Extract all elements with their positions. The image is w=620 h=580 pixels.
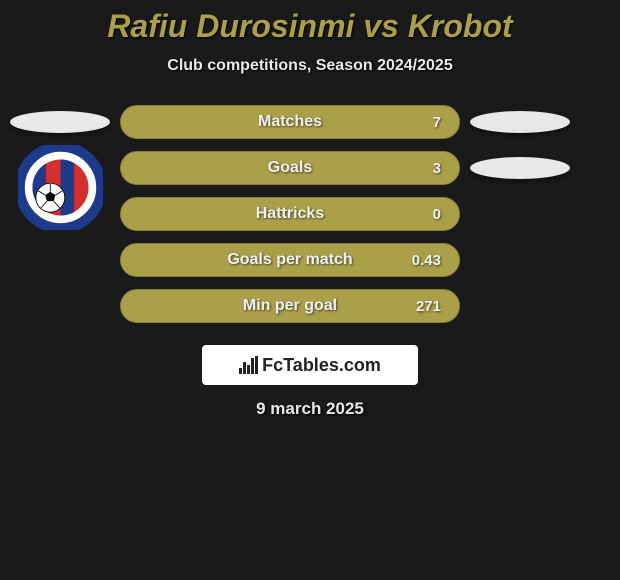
date-text: 9 march 2025 — [0, 399, 620, 419]
brand-text: FcTables.com — [262, 355, 381, 376]
right-side-2 — [460, 197, 580, 231]
stat-bar-goals-per-match: Goals per match 0.43 — [120, 243, 460, 277]
stat-row-goals: PLZEŇ FC VIKTORIA — [0, 151, 620, 185]
left-side-1: PLZEŇ FC VIKTORIA — [0, 151, 120, 185]
stat-bar-hattricks: Hattricks 0 — [120, 197, 460, 231]
left-side-4 — [0, 289, 120, 323]
stat-row-min-per-goal: Min per goal 271 — [0, 289, 620, 323]
player-right-placeholder-icon — [470, 111, 570, 133]
right-side-3 — [460, 243, 580, 277]
stat-value: 271 — [416, 298, 441, 315]
stat-label: Hattricks — [256, 205, 324, 223]
right-side-1 — [460, 151, 580, 185]
club-right-placeholder-icon — [470, 157, 570, 179]
stat-value: 0 — [433, 206, 441, 223]
player-left-placeholder-icon — [10, 111, 110, 133]
stat-row-hattricks: Hattricks 0 — [0, 197, 620, 231]
stat-value: 3 — [433, 160, 441, 177]
stat-bar-min-per-goal: Min per goal 271 — [120, 289, 460, 323]
right-side-0 — [460, 105, 580, 139]
stat-label: Matches — [258, 113, 322, 131]
right-side-4 — [460, 289, 580, 323]
bar-chart-icon — [239, 356, 258, 374]
stat-label: Goals — [268, 159, 312, 177]
stat-value: 7 — [433, 114, 441, 131]
stat-row-matches: Matches 7 — [0, 105, 620, 139]
stat-bar-matches: Matches 7 — [120, 105, 460, 139]
comparison-card: Rafiu Durosinmi vs Krobot Club competiti… — [0, 0, 620, 419]
stat-value: 0.43 — [412, 252, 441, 269]
stat-label: Goals per match — [227, 251, 352, 269]
left-side-0 — [0, 105, 120, 139]
subtitle: Club competitions, Season 2024/2025 — [0, 57, 620, 75]
left-side-2 — [0, 197, 120, 231]
stat-bar-goals: Goals 3 — [120, 151, 460, 185]
stat-row-goals-per-match: Goals per match 0.43 — [0, 243, 620, 277]
left-side-3 — [0, 243, 120, 277]
brand-link[interactable]: FcTables.com — [202, 345, 418, 385]
stat-label: Min per goal — [243, 297, 337, 315]
page-title: Rafiu Durosinmi vs Krobot — [0, 8, 620, 45]
